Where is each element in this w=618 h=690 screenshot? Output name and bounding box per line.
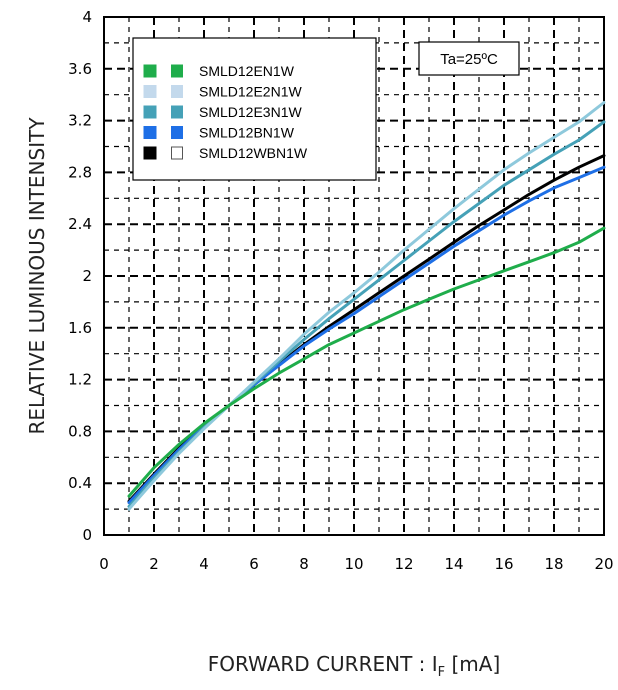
x-tick-label: 14	[444, 555, 463, 573]
y-tick-label: 2.8	[68, 163, 92, 181]
x-tick-label: 0	[99, 555, 109, 573]
y-tick-label: 0.8	[68, 422, 92, 440]
x-tick-label: 2	[149, 555, 159, 573]
legend-label: SMLD12BN1W	[199, 125, 295, 141]
y-tick-label: 2.4	[68, 215, 92, 233]
x-tick-label: 12	[394, 555, 413, 573]
y-axis-title: RELATIVE LUMINOUS INTENSITY	[25, 117, 49, 435]
x-tick-label: 16	[494, 555, 513, 573]
legend-marker-point	[171, 126, 183, 139]
legend-marker-line	[143, 126, 157, 139]
y-tick-label: 3.6	[68, 60, 92, 78]
x-tick-label: 20	[594, 555, 613, 573]
x-tick-label: 4	[199, 555, 209, 573]
legend: SMLD12EN1W SMLD12E2N1W SMLD12E3N1W SMLD12BN…	[132, 37, 377, 181]
condition-box: Ta=25ºC	[418, 41, 520, 76]
y-tick-label: 4	[82, 8, 92, 26]
x-tick-label: 6	[249, 555, 259, 573]
y-tick-label: 0	[82, 526, 92, 544]
series-layer	[127, 101, 606, 511]
legend-marker-line	[143, 64, 157, 78]
legend-label: SMLD12EN1W	[199, 63, 295, 79]
x-axis-title-main: FORWARD CURRENT : I	[208, 652, 438, 676]
legend-label: SMLD12WBN1W	[199, 145, 308, 161]
legend-marker-line	[143, 146, 157, 160]
series-line	[127, 165, 606, 505]
y-tick-label: 2	[82, 267, 92, 285]
x-axis-title: FORWARD CURRENT : IF [mA]	[208, 652, 501, 680]
x-axis-title-unit: [mA]	[445, 652, 500, 676]
y-tick-label: 3.2	[68, 112, 92, 130]
legend-marker-line	[143, 105, 157, 119]
y-tick-label: 1.2	[68, 371, 92, 389]
x-tick-label: 10	[344, 555, 363, 573]
x-tick-label: 18	[544, 555, 563, 573]
legend-marker-point	[171, 105, 183, 119]
y-tick-label: 1.6	[68, 319, 92, 337]
legend-marker-point	[171, 85, 183, 98]
plot-area-frame	[103, 16, 605, 536]
x-tick-label: 8	[299, 555, 309, 573]
legend-label: SMLD12E2N1W	[199, 84, 302, 100]
series-line	[127, 101, 606, 511]
legend-label: SMLD12E3N1W	[199, 104, 302, 120]
y-tick-label: 0.4	[68, 474, 92, 492]
tick-labels: 0 2 4 6 8 10 12 14 16 18 20 0 0.4 0.8 1.2 1.6 2 2.4 2.8 3.2…	[68, 8, 613, 573]
legend-marker-line	[143, 85, 157, 98]
legend-marker-point	[171, 146, 183, 160]
legend-marker-point	[171, 64, 183, 78]
series-line	[127, 226, 606, 498]
x-axis-title-subscript: F	[438, 665, 445, 680]
condition-box-frame	[418, 41, 520, 76]
condition-label: Ta=25ºC	[440, 51, 498, 68]
